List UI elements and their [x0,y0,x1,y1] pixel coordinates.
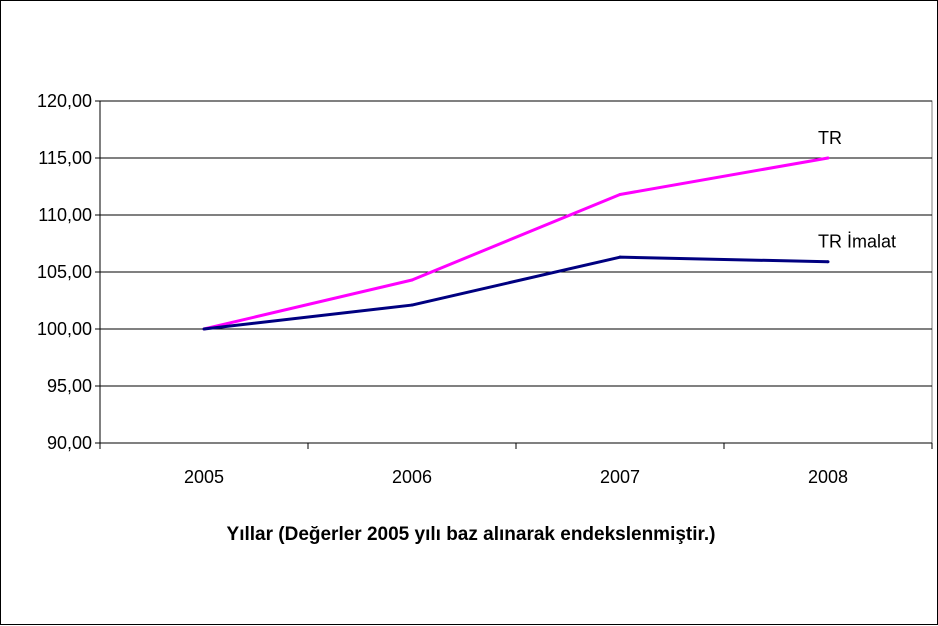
x-tick-label: 2005 [184,467,224,487]
data-point [826,260,830,264]
y-tick-label: 95,00 [47,376,92,396]
x-axis: 2005 2006 2007 2008 [99,442,933,487]
series-lines: TR TR İmalat [202,128,896,331]
series-label: TR [818,128,842,148]
y-tick-label: 110,00 [38,205,92,225]
data-point [202,327,206,331]
x-axis-title: Yıllar (Değerler 2005 yılı baz alınarak … [227,524,716,545]
x-tick-label: 2006 [392,467,432,487]
data-point [826,156,830,160]
data-point [410,278,414,282]
y-tick-label: 105,00 [37,262,92,282]
data-point [618,255,622,259]
data-point [618,192,622,196]
y-tick-label: 90,00 [47,433,92,453]
x-tick-label: 2008 [808,467,848,487]
y-tick-label: 100,00 [37,319,92,339]
data-point [410,303,414,307]
gridlines [100,100,932,387]
series-line [203,156,829,331]
series-line [203,255,829,331]
y-axis: 90,00 95,00 100,00 105,00 110,00 115,00 120,00 [37,91,101,453]
series-label: TR İmalat [818,232,896,252]
y-tick-label: 115,00 [38,148,92,168]
y-tick-label: 120,00 [37,91,92,111]
x-tick-label: 2007 [600,467,640,487]
